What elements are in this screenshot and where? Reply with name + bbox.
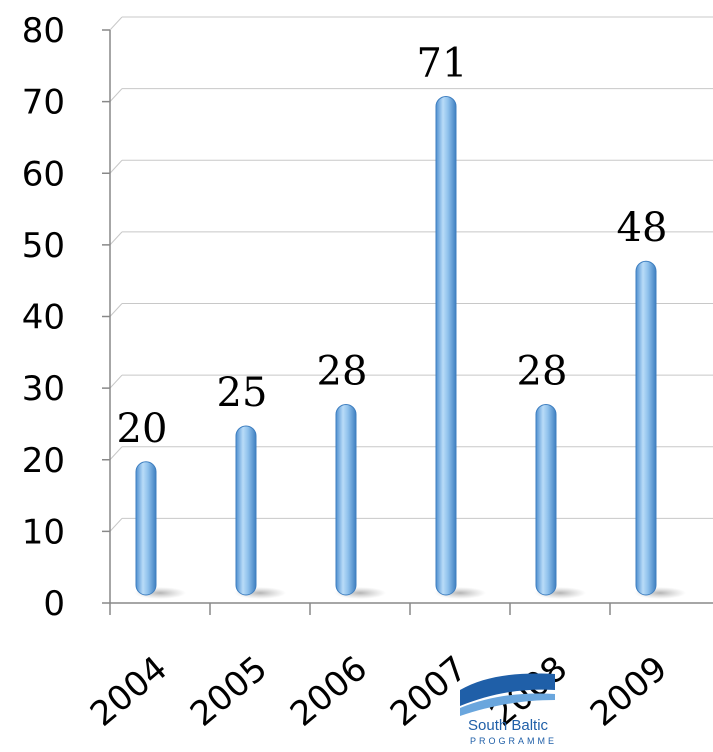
y-tick-label: 80 xyxy=(22,11,65,51)
data-label: 28 xyxy=(317,348,368,394)
logo-wave-light xyxy=(460,693,555,716)
bar xyxy=(235,425,257,596)
bar xyxy=(635,260,657,596)
y-tick-label: 70 xyxy=(22,83,65,123)
gridline-depth xyxy=(109,518,123,532)
y-tick-label: 50 xyxy=(22,226,65,266)
gridline-depth xyxy=(109,303,123,317)
bar xyxy=(535,403,557,596)
bar xyxy=(435,95,457,596)
bar xyxy=(135,461,157,596)
y-tick-label: 20 xyxy=(22,441,65,481)
data-label: 25 xyxy=(217,370,268,416)
logo-text-main: South Baltic xyxy=(468,717,549,734)
logo-wave xyxy=(460,673,555,706)
x-tick-labels: 2004 2005 2006 2007 2008 2009 xyxy=(83,648,675,734)
x-tick-label: 2006 xyxy=(283,648,375,734)
axes xyxy=(109,30,713,604)
gridline-depth xyxy=(109,374,123,389)
gridline-depth xyxy=(109,231,123,246)
south-baltic-logo: South Baltic PROGRAMME xyxy=(460,673,557,746)
data-label: 48 xyxy=(617,205,668,251)
data-label: 20 xyxy=(117,406,168,452)
logo-text-sub: PROGRAMME xyxy=(470,736,557,746)
gridline-depth xyxy=(109,16,123,31)
grid xyxy=(102,16,713,604)
x-tick-label: 2009 xyxy=(583,648,675,734)
y-tick-label: 40 xyxy=(22,298,65,338)
gridline-depth xyxy=(109,88,123,102)
data-label: 28 xyxy=(517,348,568,394)
gridline-depth xyxy=(109,446,123,461)
y-tick-label: 10 xyxy=(22,512,65,552)
data-label: 71 xyxy=(417,40,468,86)
bar xyxy=(335,403,357,596)
x-tick-label: 2004 xyxy=(83,648,175,734)
x-tick-label: 2005 xyxy=(183,648,275,734)
y-tick-label: 60 xyxy=(22,154,65,194)
bars xyxy=(109,95,686,615)
y-tick-label: 0 xyxy=(43,584,65,624)
y-tick-labels: 0 10 20 30 40 50 60 70 80 xyxy=(22,11,65,624)
gridline-depth xyxy=(109,159,123,174)
data-labels: 20 25 28 71 28 48 xyxy=(117,40,668,451)
y-tick-label: 30 xyxy=(22,369,65,409)
